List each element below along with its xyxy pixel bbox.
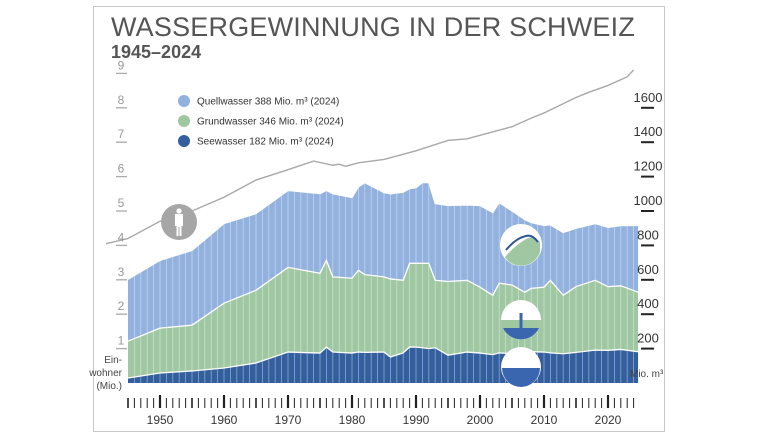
lake-icon (501, 347, 541, 387)
x-axis-tick-label: 1990 (403, 413, 430, 427)
left-axis-label: Ein- (104, 355, 122, 366)
chart-frame (93, 6, 665, 432)
left-axis-tick-label: 3 (118, 265, 125, 279)
lake-icon-water (502, 368, 540, 387)
person-icon-body (175, 214, 183, 236)
chart-subtitle: 1945–2024 (111, 42, 202, 62)
groundwater-icon-pipe (519, 313, 523, 329)
spring-icon (500, 224, 542, 266)
right-axis-tick-label: 1000 (634, 193, 663, 208)
area-grundwasser (128, 260, 639, 379)
left-axis-tick-label: 4 (118, 230, 125, 244)
left-axis-tick-label: 6 (118, 162, 125, 176)
population-line (105, 69, 635, 245)
legend-label-quellwasser: Quellwasser 388 Mio. m³ (2024) (197, 97, 339, 108)
left-axis-tick-label: 2 (118, 299, 125, 313)
x-axis-tick-label: 1960 (211, 413, 238, 427)
right-axis-tick-label: 400 (637, 296, 659, 311)
right-axis-tick-label: 1400 (634, 124, 663, 139)
left-axis-tick-label: 1 (118, 334, 125, 348)
person-icon (161, 204, 197, 240)
groundwater-icon-water (503, 328, 539, 340)
right-axis-tick-label: 600 (637, 262, 659, 277)
right-axis-tick-label: 1600 (634, 90, 663, 105)
left-axis-tick-label: 9 (118, 58, 125, 72)
person-icon-head (176, 208, 182, 214)
x-axis-tick-label: 1950 (147, 413, 174, 427)
x-axis-tick-label: 1980 (339, 413, 366, 427)
chart-title: WASSERGEWINNUNG IN DER SCHWEIZ (111, 12, 636, 42)
spring-icon-hill (505, 237, 540, 266)
right-axis-label: Mio. m³ (630, 369, 664, 380)
right-axis-tick-label: 800 (637, 227, 659, 242)
legend-swatch-seewasser (178, 135, 190, 147)
x-axis-tick-label: 2000 (467, 413, 494, 427)
area-quellwasser (128, 182, 639, 342)
left-axis-tick-label: 8 (118, 93, 125, 107)
x-axis-tick-label: 2020 (595, 413, 622, 427)
groundwater-well-icon (501, 300, 541, 340)
left-axis-label: (Mio.) (96, 381, 122, 392)
x-axis-tick-label: 2010 (531, 413, 558, 427)
left-axis-tick-label: 7 (118, 127, 125, 141)
legend-label-seewasser: Seewasser 182 Mio. m³ (2024) (197, 137, 334, 148)
series-edge-quellwasser (127, 181, 639, 280)
spring-icon-water (505, 234, 539, 251)
right-axis-tick-label: 200 (637, 331, 659, 346)
legend-swatch-quellwasser (178, 95, 190, 107)
legend-swatch-grundwasser (178, 115, 190, 127)
right-axis-tick-label: 1200 (634, 159, 663, 174)
series-edge-seewasser (127, 346, 639, 379)
left-axis-tick-label: 5 (118, 196, 125, 210)
series-edge-grundwasser (127, 258, 639, 342)
legend-label-grundwasser: Grundwasser 346 Mio. m³ (2024) (197, 117, 344, 128)
x-axis-tick-label: 1970 (275, 413, 302, 427)
left-axis-label: wohner (88, 368, 122, 379)
